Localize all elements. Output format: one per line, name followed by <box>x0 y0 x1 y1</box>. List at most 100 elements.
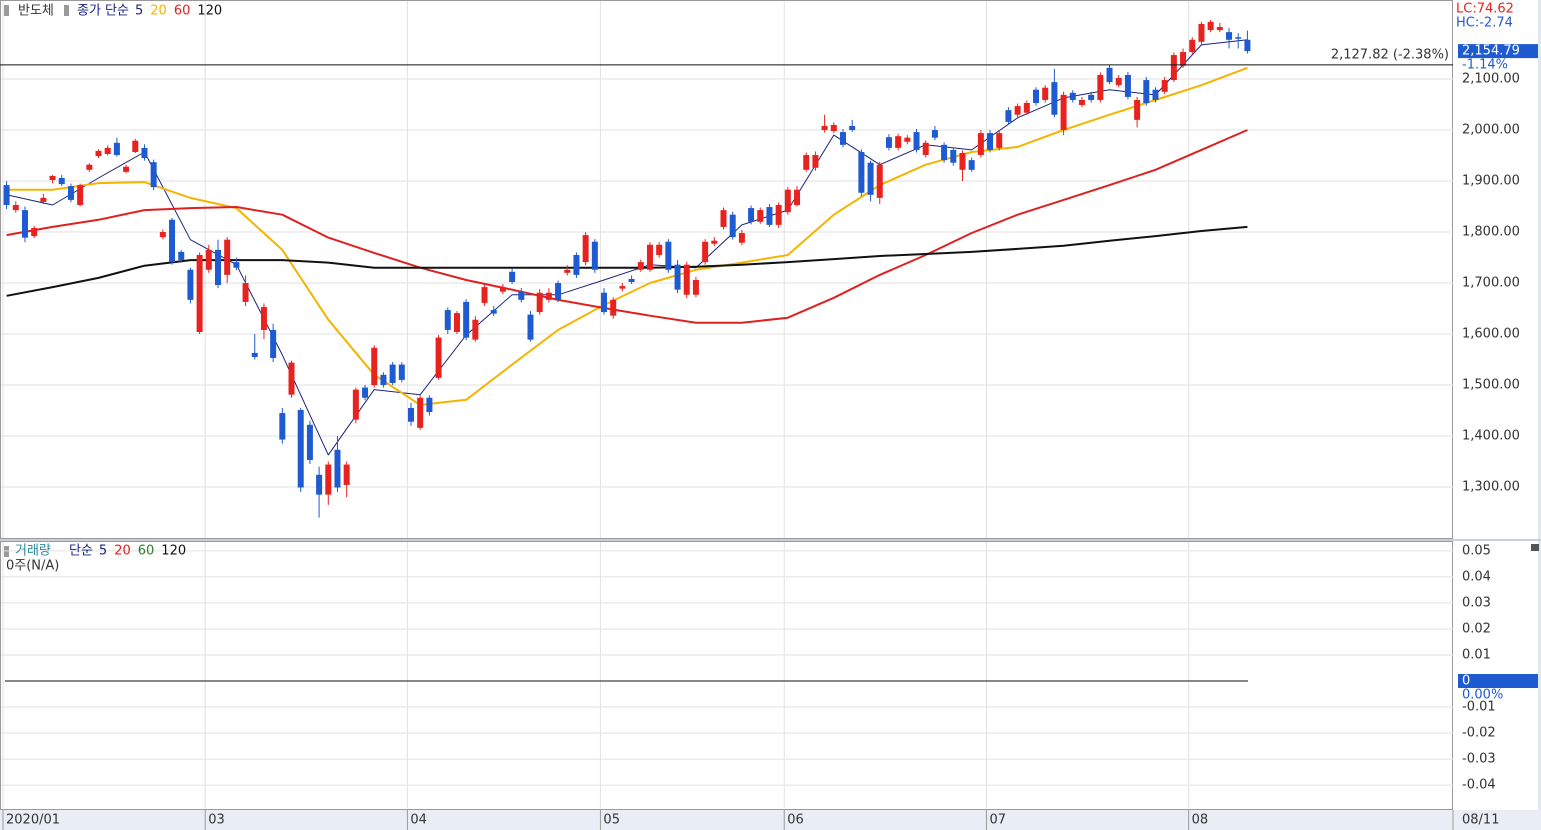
legend-entry: 20 <box>150 4 167 19</box>
candle-body <box>885 137 892 148</box>
candle-body <box>784 189 791 213</box>
y-tick-label: 0.04 <box>1462 569 1491 584</box>
candle-body <box>187 269 194 300</box>
candle-body <box>1033 89 1040 104</box>
candle-body <box>821 125 828 131</box>
legend-entry: 20 <box>114 544 131 559</box>
candle-body <box>380 374 387 386</box>
y-tick-label: 1,300.00 <box>1462 480 1520 495</box>
volume-status: 0주(N/A) <box>6 559 59 574</box>
candle-body <box>1143 80 1150 104</box>
hc-label: HC:-2.74 <box>1456 16 1513 31</box>
data-layer <box>0 19 1453 682</box>
candle-body <box>463 301 470 338</box>
right-strip <box>1538 0 1541 810</box>
legend-entry: 120 <box>197 4 222 19</box>
panel-icon <box>64 5 69 16</box>
candle-body <box>398 364 405 380</box>
candle-body <box>536 292 543 313</box>
candle-body <box>619 286 626 289</box>
candle-body <box>141 147 148 159</box>
candle-body <box>794 189 801 206</box>
candle-body <box>1060 94 1067 131</box>
candle-body <box>931 130 938 138</box>
candle-body <box>214 249 221 286</box>
candle-body <box>757 210 764 222</box>
candle-body <box>435 337 442 378</box>
candle-body <box>591 241 598 270</box>
candle-body <box>178 251 185 261</box>
y-tick-label: 1,500.00 <box>1462 378 1520 393</box>
candle-body <box>1014 106 1021 115</box>
candle-body <box>582 235 589 263</box>
candle-body <box>499 287 506 292</box>
candle-body <box>205 249 212 270</box>
legend-entry: 5 <box>135 4 143 19</box>
candle-body <box>49 175 56 181</box>
grid-layer <box>1 1 1453 830</box>
candle-body <box>1051 82 1058 115</box>
candle-body <box>1189 39 1196 53</box>
candle-body <box>729 214 736 238</box>
value-change-label: 0.00% <box>1462 688 1503 703</box>
candle-body <box>40 197 47 202</box>
candle-body <box>1005 110 1012 122</box>
candle-body <box>77 185 84 206</box>
candle-body <box>913 132 920 150</box>
candle-body <box>316 474 323 495</box>
candle-body <box>86 164 93 170</box>
candle-body <box>123 166 130 172</box>
candle-body <box>426 397 433 413</box>
x-tick-label: 04 <box>410 813 427 828</box>
reference-label: 2,127.82 (-2.38%) <box>1331 47 1449 62</box>
candle-body <box>417 397 424 428</box>
y-tick-label: 0.05 <box>1462 543 1491 558</box>
close-icon[interactable] <box>1531 544 1539 551</box>
candle-body <box>1152 89 1159 100</box>
candle-body <box>371 347 378 386</box>
candle-body <box>610 299 617 316</box>
y-tick-label: 2,000.00 <box>1462 123 1520 138</box>
candle-body <box>453 313 460 332</box>
candle-body <box>343 464 350 485</box>
candle-body <box>628 278 635 283</box>
candle-body <box>922 142 929 156</box>
candle-body <box>646 244 653 270</box>
candle-body <box>1198 23 1205 42</box>
candle-body <box>1207 21 1214 31</box>
ma-label: 단순 <box>69 544 93 559</box>
candle-body <box>472 319 479 340</box>
candle-body <box>545 292 552 300</box>
legend-entry: 60 <box>138 544 155 559</box>
y-tick-label: 1,600.00 <box>1462 327 1520 342</box>
panel-icon <box>4 546 9 557</box>
y-tick-label: -0.01 <box>1462 700 1496 715</box>
price-change-label: -1.14% <box>1462 58 1508 73</box>
ma-line <box>6 66 1248 406</box>
x-tick-label: 03 <box>208 813 225 828</box>
candle-body <box>555 283 562 300</box>
candle-body <box>224 239 231 275</box>
candle-body <box>58 177 65 185</box>
candle-body <box>490 310 497 314</box>
candle-body <box>720 210 727 227</box>
panel-icon <box>4 5 9 16</box>
candle-body <box>279 413 286 440</box>
volume-title: 거래량 <box>15 544 51 559</box>
candle-body <box>481 287 488 303</box>
candle-body <box>711 240 718 244</box>
legend-entry: 5 <box>99 544 107 559</box>
candle-body <box>21 210 28 238</box>
candle-body <box>297 410 304 488</box>
candle-body <box>288 362 295 395</box>
y-tick-label: 0.03 <box>1462 595 1491 610</box>
candle-body <box>362 387 369 398</box>
candle-body <box>1078 99 1085 106</box>
candle-body <box>858 151 865 193</box>
candle-body <box>1124 74 1131 97</box>
candle-body <box>159 232 166 238</box>
candle-body <box>775 205 782 225</box>
candle-body <box>104 147 111 155</box>
candle-body <box>987 133 994 150</box>
candle-body <box>766 207 773 225</box>
